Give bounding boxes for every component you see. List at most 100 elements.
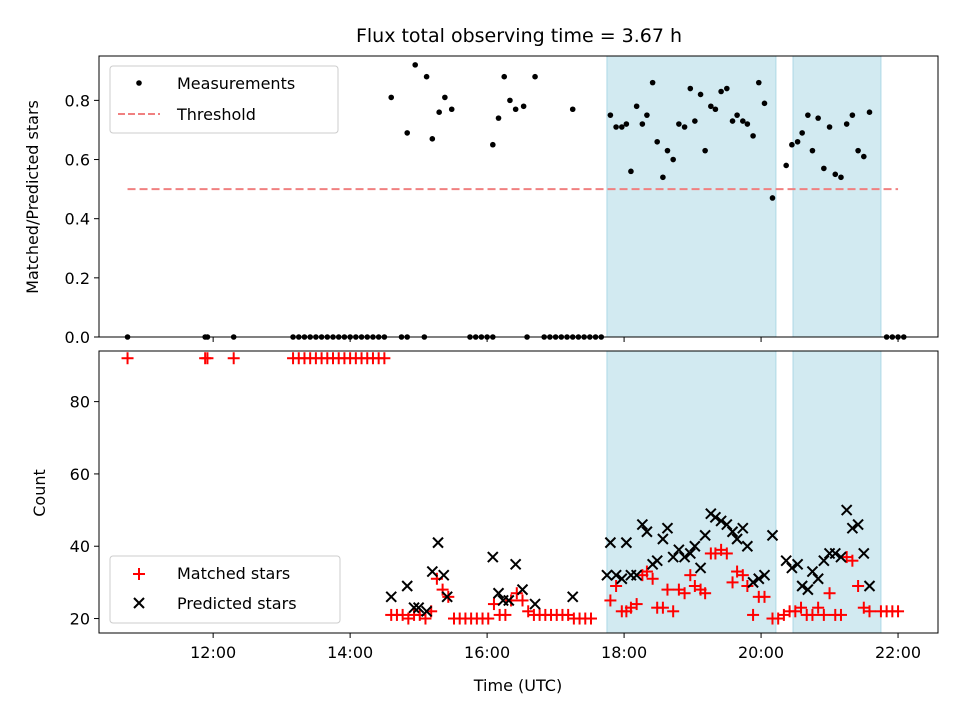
measurement-point: [654, 138, 660, 145]
predicted-star-point: [509, 558, 522, 571]
predicted-star-diag2: [741, 540, 754, 552]
legend-measurements-marker: [136, 80, 142, 86]
matched-star-point: [892, 605, 905, 618]
predicted-star-diag2: [721, 518, 733, 531]
measurement-point: [794, 138, 801, 145]
predicted-star-point: [689, 540, 701, 552]
measurement-point: [805, 112, 811, 118]
predicted-star-diag2: [516, 583, 529, 596]
predicted-star-point: [835, 551, 847, 563]
ratio-y-tick-label: 0.2: [65, 269, 90, 288]
count-shaded-interval-1: [792, 350, 882, 634]
measurement-point: [607, 112, 614, 118]
measurement-point: [734, 112, 740, 118]
predicted-star-diag2: [802, 583, 814, 596]
measurement-point: [532, 73, 538, 80]
predicted-star-diag2: [747, 576, 759, 589]
count-x-tick-label: 14:00: [327, 643, 373, 662]
count-y-tick-label: 40: [70, 537, 90, 556]
measurement-point: [708, 103, 714, 110]
measurement-point: [702, 147, 708, 154]
predicted-star-diag2: [689, 540, 701, 552]
matched-star-point: [656, 601, 669, 614]
measurement-point: [644, 112, 650, 118]
measurement-point: [501, 73, 508, 80]
matched-star-point: [846, 554, 859, 567]
measurement-point: [697, 91, 704, 98]
predicted-star-point: [737, 522, 749, 534]
matched-star-point: [505, 594, 518, 607]
predicted-star-diag2: [863, 580, 876, 592]
predicted-star-point: [420, 605, 433, 618]
matched-star-point: [726, 576, 739, 589]
matched-star-point: [667, 605, 680, 618]
matched-star-point: [684, 569, 697, 582]
measurement-point: [436, 109, 442, 115]
predicted-star-diag2: [812, 573, 824, 585]
predicted-star-diag2: [780, 554, 792, 567]
predicted-star-diag2: [715, 515, 727, 527]
predicted-star-point: [610, 569, 622, 581]
predicted-star-point: [432, 536, 444, 549]
x-axis-label: Time (UTC): [473, 676, 562, 695]
predicted-star-diag2: [731, 533, 743, 545]
measurement-point: [712, 106, 719, 113]
measurement-point: [855, 147, 861, 154]
predicted-star-point: [567, 591, 579, 603]
predicted-star-point: [684, 547, 697, 560]
matched-star-point: [630, 598, 643, 611]
predicted-star-diag2: [509, 558, 522, 571]
matched-star-point: [817, 608, 830, 621]
matched-star-point: [499, 608, 512, 621]
measurement-point: [569, 106, 576, 113]
measurement-point: [404, 130, 411, 136]
count-legend-box: [109, 555, 341, 624]
measurement-point: [670, 156, 676, 163]
predicted-star-point: [678, 551, 691, 563]
matched-star-point: [378, 352, 391, 365]
matched-star-point: [227, 352, 240, 365]
measurement-point: [660, 174, 666, 181]
legend-predicted-marker: [133, 597, 145, 609]
measurement-point: [718, 88, 724, 95]
predicted-star-point: [731, 533, 743, 545]
predicted-star-point: [673, 544, 685, 556]
predicted-star-diag2: [420, 605, 433, 618]
measurement-point: [633, 103, 640, 110]
predicted-star-point: [709, 511, 722, 524]
predicted-star-point: [601, 569, 613, 581]
predicted-star-diag2: [673, 544, 685, 556]
predicted-star-point: [818, 554, 830, 567]
measurement-point: [412, 62, 418, 68]
predicted-star-diag2: [641, 526, 653, 538]
predicted-star-point: [863, 580, 876, 592]
predicted-star-diag2: [818, 554, 830, 567]
predicted-star-point: [492, 587, 505, 599]
measurement-point: [628, 168, 634, 175]
measurement-point: [750, 133, 756, 139]
predicted-star-point: [385, 591, 397, 603]
matched-star-point: [604, 594, 617, 607]
matched-star-point: [812, 601, 825, 614]
measurement-point: [724, 85, 730, 92]
matched-star-point: [510, 587, 523, 600]
predicted-star-diag2: [503, 594, 515, 607]
measurement-point: [520, 103, 527, 110]
predicted-star-point: [408, 601, 420, 614]
measurement-point: [649, 79, 656, 86]
predicted-star-point: [651, 554, 663, 567]
measurement-point: [729, 118, 736, 124]
predicted-star-diag2: [786, 562, 798, 574]
measurement-point: [490, 141, 496, 148]
predicted-star-point: [747, 576, 759, 589]
predicted-star-diag2: [678, 551, 691, 563]
predicted-star-point: [721, 518, 733, 531]
ratio-panel: 0.00.20.40.60.8 Matched/Predicted stars …: [23, 55, 939, 347]
ratio-legend-box: [109, 65, 339, 134]
count-y-axis-label: Count: [30, 469, 49, 517]
matched-star-point: [584, 612, 597, 625]
ratio-y-tick-label: 0.4: [65, 210, 90, 229]
ratio-y-tick-label: 0.8: [65, 91, 90, 110]
predicted-star-diag2: [758, 569, 771, 581]
